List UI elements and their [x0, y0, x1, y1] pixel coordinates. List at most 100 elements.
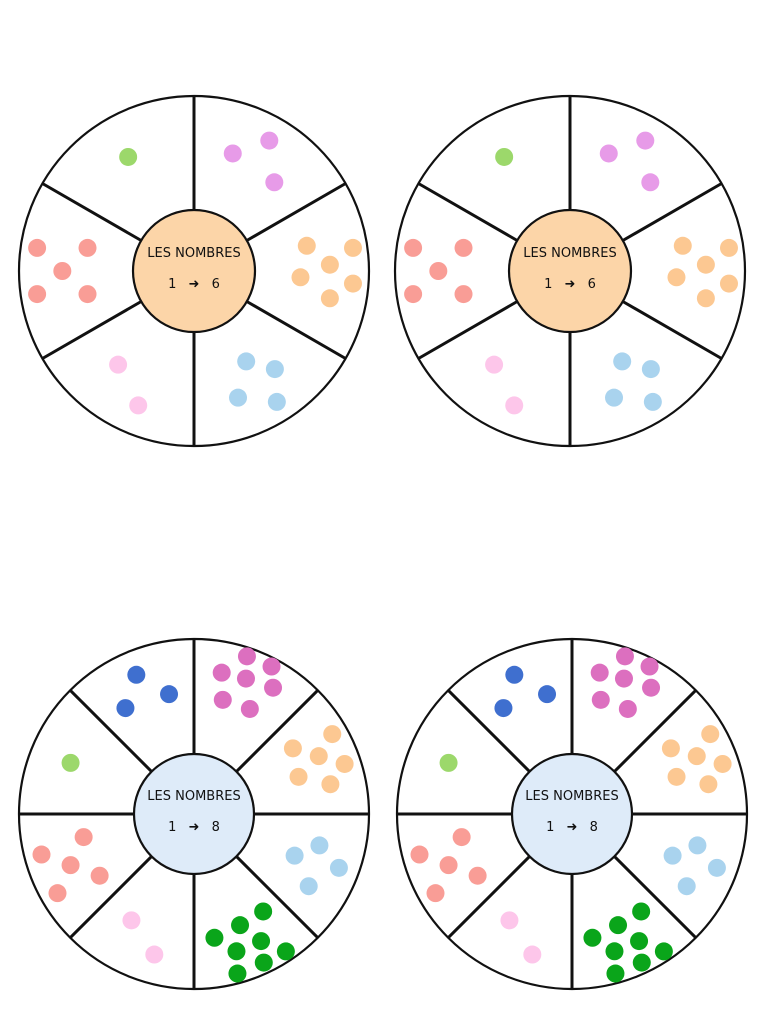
- hub-range: 1 ➜ 6: [544, 277, 596, 292]
- wheel-hub: [507, 208, 633, 334]
- count-dot: [265, 173, 284, 192]
- wheel-hub: [132, 752, 256, 876]
- wheel-dots: [404, 131, 738, 415]
- arrow-right-icon: ➜: [189, 820, 200, 835]
- arrow-right-icon: ➜: [189, 277, 200, 292]
- wheel-dividers: [19, 639, 369, 989]
- count-dot: [605, 942, 624, 961]
- sector-divider-line: [613, 855, 697, 939]
- wheel-dots: [32, 647, 354, 983]
- count-dot: [404, 285, 423, 304]
- count-dot: [61, 856, 80, 875]
- count-dot: [265, 360, 284, 379]
- range-start: 1: [544, 277, 552, 292]
- sector-divider-line: [246, 300, 347, 360]
- count-dot: [632, 902, 651, 921]
- count-dot: [494, 699, 513, 718]
- count-dot: [404, 238, 423, 257]
- count-dot: [61, 753, 80, 772]
- count-dot: [615, 647, 634, 666]
- count-dot: [78, 238, 97, 257]
- sector-divider-line: [69, 689, 153, 773]
- count-dot: [53, 262, 72, 280]
- count-dot: [129, 396, 148, 415]
- count-dot: [439, 753, 458, 772]
- count-dot: [452, 828, 471, 847]
- count-dot: [160, 685, 179, 704]
- count-dot: [321, 775, 340, 794]
- count-dot: [299, 877, 318, 896]
- count-dot: [309, 747, 328, 766]
- count-dot: [605, 388, 624, 407]
- count-dot: [636, 131, 655, 150]
- count-dot: [505, 665, 524, 684]
- sector-divider-line: [41, 300, 142, 360]
- wheel-dots: [28, 131, 362, 415]
- count-dot: [707, 858, 726, 877]
- hub-range: 1 ➜ 8: [546, 820, 598, 835]
- count-dot: [28, 238, 47, 257]
- range-start: 1: [168, 820, 176, 835]
- count-dot: [642, 678, 661, 697]
- count-dot: [538, 685, 557, 704]
- count-dot: [583, 928, 602, 947]
- count-dot: [701, 725, 720, 744]
- wheel-dots: [410, 647, 732, 983]
- count-dot: [122, 911, 141, 930]
- count-dot: [439, 856, 458, 875]
- count-dot: [310, 836, 329, 855]
- count-dot: [673, 236, 692, 255]
- count-dot: [78, 285, 97, 304]
- count-dot: [667, 268, 686, 287]
- count-dot: [609, 916, 628, 935]
- count-dot: [663, 846, 682, 865]
- count-dot: [500, 911, 519, 930]
- count-dot: [28, 285, 47, 304]
- number-wheel-1-to-8: LES NOMBRES 1 ➜ 8: [395, 637, 749, 991]
- sector-divider-line: [69, 855, 153, 939]
- count-dot: [632, 953, 651, 972]
- count-dot: [606, 964, 625, 983]
- count-dot: [212, 663, 231, 682]
- wheel-hub: [131, 208, 257, 334]
- count-dot: [687, 747, 706, 766]
- count-dot: [228, 964, 247, 983]
- count-dot: [410, 845, 429, 864]
- sector-divider-line: [447, 855, 531, 939]
- hub-range: 1 ➜ 8: [168, 820, 220, 835]
- sector-divider-line: [417, 182, 518, 242]
- count-dot: [205, 928, 224, 947]
- count-dot: [590, 663, 609, 682]
- count-dot: [696, 255, 715, 274]
- count-dot: [454, 238, 473, 257]
- count-dot: [654, 942, 673, 961]
- count-dot: [276, 942, 295, 961]
- sector-divider-line: [417, 300, 518, 360]
- count-dot: [677, 877, 696, 896]
- count-dot: [74, 828, 93, 847]
- count-dot: [289, 767, 308, 786]
- count-dot: [618, 699, 637, 718]
- range-start: 1: [546, 820, 554, 835]
- range-end: 8: [212, 820, 220, 835]
- arrow-right-icon: ➜: [567, 820, 578, 835]
- count-dot: [699, 775, 718, 794]
- count-dot: [237, 352, 256, 371]
- sector-divider-line: [246, 182, 347, 242]
- count-dot: [90, 866, 109, 885]
- number-wheel-1-to-6: LES NOMBRES 1 ➜ 6: [393, 94, 747, 448]
- sector-divider-line: [622, 182, 723, 242]
- count-dot: [688, 836, 707, 855]
- sector-divider-line: [447, 689, 531, 773]
- count-dot: [696, 289, 715, 308]
- count-dot: [262, 657, 281, 676]
- wheel-dividers: [397, 639, 747, 989]
- count-dot: [343, 238, 362, 257]
- hub-title: LES NOMBRES: [147, 246, 240, 261]
- range-end: 6: [212, 277, 220, 292]
- count-dot: [613, 352, 632, 371]
- hub-title: LES NOMBRES: [147, 789, 240, 804]
- number-wheel-1-to-8: LES NOMBRES 1 ➜ 8: [17, 637, 371, 991]
- count-dot: [32, 845, 51, 864]
